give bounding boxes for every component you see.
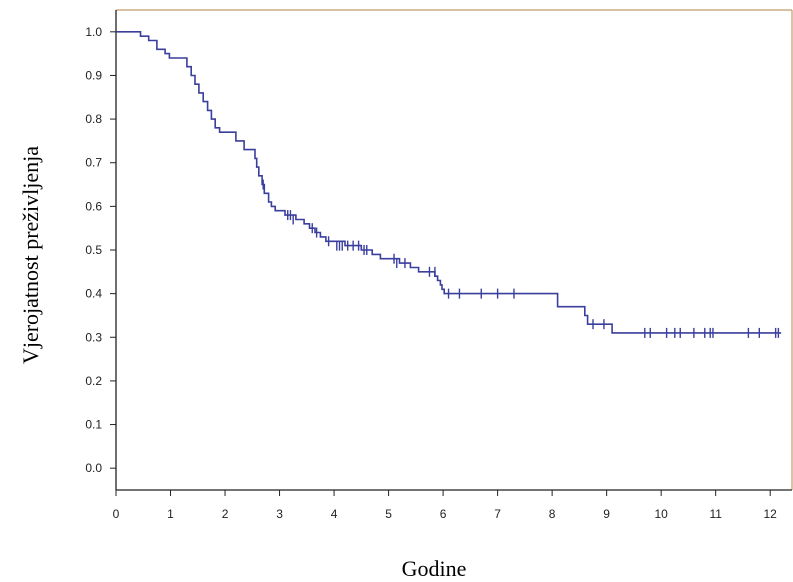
x-tick-label: 11: [709, 507, 722, 521]
x-tick-label: 12: [764, 507, 778, 521]
series-survival: [116, 31, 782, 334]
censor-marks: [262, 179, 780, 338]
x-tick-label: 5: [385, 507, 392, 521]
x-tick-label: 7: [494, 507, 501, 521]
y-tick-label: 0.1: [85, 418, 102, 432]
y-tick-label: 0.2: [85, 374, 102, 388]
y-tick-label: 0.6: [85, 199, 102, 213]
y-tick-label: 0.0: [85, 461, 102, 475]
y-axis: 0.0 0.1 0.2 0.3 0.4 0.5 0.6 0.7 0.8 0.9 1.0: [85, 25, 116, 475]
y-tick-label: 0.5: [85, 243, 102, 257]
survival-curve: [116, 31, 782, 334]
y-tick-label: 0.3: [85, 330, 102, 344]
y-tick-label: 0.9: [85, 68, 102, 82]
x-tick-label: 3: [276, 507, 283, 521]
x-tick-label: 10: [654, 507, 668, 521]
x-tick-label: 9: [603, 507, 610, 521]
x-tick-label: 4: [331, 507, 338, 521]
y-tick-label: 0.8: [85, 112, 102, 126]
x-tick-label: 6: [440, 507, 447, 521]
y-axis-title: Vjerojatnost preživljenja: [18, 146, 43, 364]
y-tick-label: 0.4: [85, 287, 102, 301]
x-axis: 0 1 2 3 4 5 6 7 8 9 10 11 12: [113, 490, 778, 521]
x-tick-label: 2: [222, 507, 229, 521]
y-tick-label: 1.0: [85, 25, 102, 39]
plot-frame: [115, 9, 793, 491]
x-tick-label: 0: [113, 507, 120, 521]
y-tick-label: 0.7: [85, 156, 102, 170]
x-axis-title: Godine: [402, 556, 467, 581]
x-tick-label: 8: [549, 507, 556, 521]
x-tick-label: 1: [167, 507, 174, 521]
